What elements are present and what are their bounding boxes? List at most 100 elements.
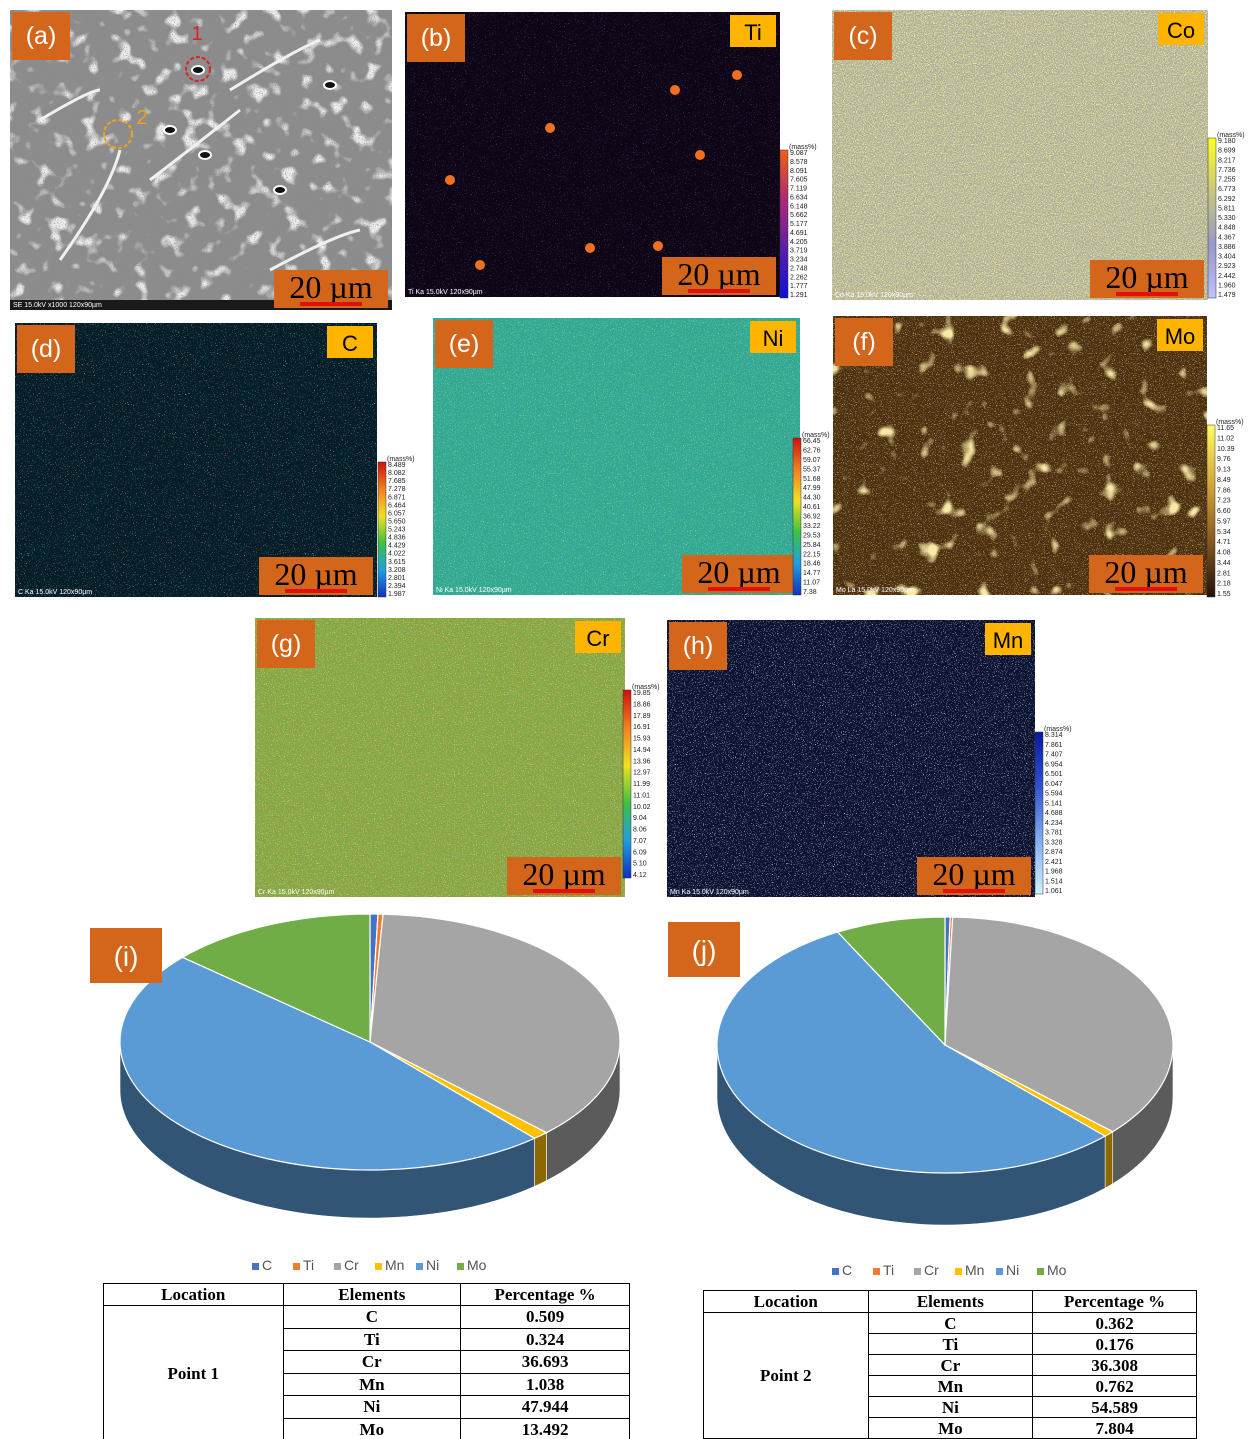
colorbar-tick-label: 8.49	[1217, 477, 1231, 484]
map-footer: Ni Ka 15.0kV 120x90µm	[436, 587, 512, 594]
panel-label: (j)	[692, 935, 717, 966]
table-row: Mo 13.492	[104, 1417, 630, 1439]
data-table: Location Elements Percentage % Point 1 C 0.50…	[103, 1283, 630, 1439]
panel-label: (b)	[421, 24, 452, 52]
precipitate	[323, 80, 337, 90]
pie-slice	[119, 956, 536, 1171]
legend-swatch	[334, 1263, 341, 1270]
precipitate	[191, 65, 205, 75]
element-label-box	[730, 15, 776, 47]
colorbar-tick-label: 25.84	[803, 542, 821, 549]
colorbar-tick-label: 12.97	[633, 770, 651, 777]
colorbar-tick-label: 17.89	[633, 713, 651, 720]
colorbar-tick-label: 4.205	[790, 239, 808, 246]
colorbar-tick-label: 3.781	[1045, 830, 1063, 837]
element-cell: C	[867, 1312, 1034, 1334]
legend-swatch	[1037, 1268, 1044, 1275]
map-panel: Mn Ka 15.0kV 120x90µm (h) Mn 20 µm (mass%)8.…	[667, 620, 1072, 897]
header-cell: Elements	[282, 1283, 462, 1306]
colorbar-tick-label: 6.464	[388, 502, 406, 509]
scale-bar-box	[1089, 555, 1203, 593]
colorbar-tick-label: 4.234	[1045, 820, 1063, 827]
colorbar-tick-label: 6.60	[1217, 508, 1231, 515]
colorbar-tick-label: 6.871	[388, 494, 406, 501]
map-panel: Ni Ka 15.0kV 120x90µm (e) Ni 20 µm (mass%)66…	[433, 318, 830, 596]
header-cell: Percentage %	[460, 1283, 630, 1306]
info-strip	[10, 300, 392, 310]
colorbar-tick-label: 5.594	[1045, 791, 1063, 798]
element-label: Co	[1167, 18, 1195, 43]
element-cell: Mn	[867, 1375, 1034, 1397]
map-footer: C Ka 15.0kV 120x90µm	[18, 589, 92, 596]
colorbar	[622, 689, 632, 879]
scale-bar-label: 20 µm	[289, 269, 372, 305]
colorbar-tick-label: 4.71	[1217, 539, 1231, 546]
colorbar-tick-label: 36.92	[803, 514, 821, 521]
colorbar	[377, 461, 387, 598]
colorbar-tick-label: 9.180	[1218, 138, 1236, 145]
colorbar-tick-label: 1.514	[1045, 878, 1063, 885]
colorbar-tick-label: 6.954	[1045, 761, 1063, 768]
point-label: 1	[191, 23, 202, 45]
ti-spot	[545, 123, 555, 133]
colorbar-tick-label: 7.38	[803, 589, 817, 596]
colorbar-tick-label: 7.23	[1217, 498, 1231, 505]
colorbar-tick-label: 4.08	[1217, 550, 1231, 557]
colorbar-tick-label: 19.85	[633, 690, 651, 697]
precipitate	[273, 185, 287, 195]
panel-label: (h)	[683, 632, 714, 660]
scale-bar-label: 20 µm	[522, 856, 605, 892]
colorbar-tick-label: 3.404	[1218, 254, 1236, 261]
percentage-cell: 36.693	[460, 1350, 630, 1374]
panel-label: (g)	[271, 630, 302, 658]
colorbar-tick-label: 7.861	[1045, 742, 1063, 749]
colorbar-tick-label: 5.177	[790, 221, 808, 228]
colorbar-tick-label: 6.773	[1218, 186, 1236, 193]
colorbar	[1034, 731, 1044, 895]
legend-swatch	[914, 1268, 921, 1275]
pie-slice	[369, 913, 621, 1134]
percentage-cell: 0.324	[460, 1327, 630, 1351]
colorbar-tick-label: 2.874	[1045, 849, 1063, 856]
panel-label-box	[407, 14, 465, 62]
element-label: Cr	[586, 626, 609, 651]
element-cell: Mo	[867, 1417, 1034, 1439]
colorbar-tick-label: 40.61	[803, 504, 821, 511]
legend-swatch	[457, 1263, 464, 1270]
element-cell: Ti	[867, 1333, 1034, 1355]
table-row: Ni 47.944	[104, 1395, 630, 1419]
legend-swatch	[832, 1268, 839, 1275]
element-cell: Cr	[867, 1354, 1034, 1376]
legend-label: Mo	[1047, 1262, 1067, 1278]
colorbar-tick-label: 3.328	[1045, 839, 1063, 846]
scale-bar-box	[274, 270, 388, 308]
colorbar-tick-label: 2.748	[790, 265, 808, 272]
element-label-box	[327, 326, 373, 358]
header-cell: Location	[103, 1283, 284, 1306]
scale-bar-box	[1090, 260, 1204, 298]
colorbar-tick-label: 6.047	[1045, 781, 1063, 788]
map-panel: Co Ka 15.0kV 120x90µm (c) Co 20 µm (mass%)9.…	[832, 10, 1245, 300]
colorbar-tick-label: 44.30	[803, 495, 821, 502]
map-texture	[433, 318, 800, 595]
panel-label-box	[17, 325, 75, 373]
colorbar-tick-label: 5.662	[790, 212, 808, 219]
colorbar-tick-label: 59.07	[803, 457, 821, 464]
colorbar	[1207, 137, 1217, 299]
ti-spot	[445, 175, 455, 185]
colorbar-tick-label: 11.65	[1217, 425, 1234, 432]
element-label: Ni	[763, 326, 784, 351]
scale-bar-label: 20 µm	[1105, 259, 1188, 295]
colorbar-tick-label: 18.46	[803, 561, 821, 568]
table-row: Point 1 C 0.509	[103, 1305, 630, 1439]
legend-swatch	[873, 1268, 880, 1275]
ti-spot	[732, 70, 742, 80]
colorbar-tick-label: 11.01	[633, 792, 650, 799]
colorbar-tick-label: 5.330	[1218, 215, 1236, 222]
header-row: Location Elements Percentage %	[103, 1283, 630, 1306]
scale-bar-label: 20 µm	[274, 556, 357, 592]
header-row: Location Elements Percentage %	[703, 1290, 1197, 1313]
legend-swatch	[955, 1268, 962, 1275]
ti-spot	[695, 150, 705, 160]
element-cell: Ni	[282, 1395, 462, 1419]
